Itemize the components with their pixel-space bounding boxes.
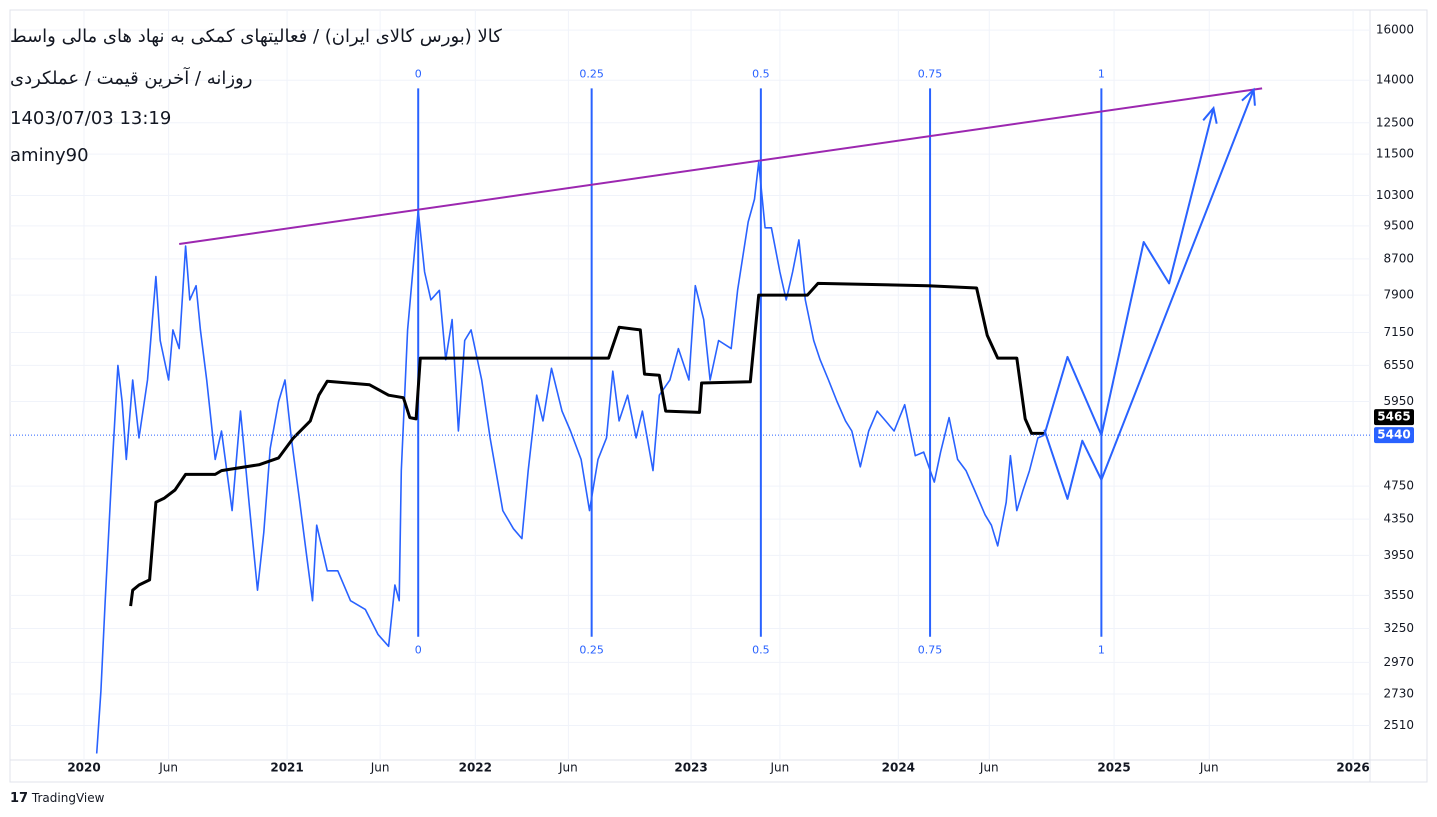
y-tick-label: 11500 bbox=[1376, 147, 1414, 161]
y-tick-label: 4350 bbox=[1383, 512, 1414, 526]
y-tick-label: 12500 bbox=[1376, 115, 1414, 129]
x-tick-label: 2020 bbox=[67, 761, 100, 775]
x-tick-label: Jun bbox=[979, 761, 999, 775]
price-line bbox=[95, 161, 1045, 754]
projection-line bbox=[1043, 107, 1215, 437]
y-tick-label: 3250 bbox=[1383, 621, 1414, 635]
time-zone-label: 1 bbox=[1098, 67, 1105, 80]
x-tick-label: Jun bbox=[770, 761, 790, 775]
y-tick-label: 10300 bbox=[1376, 188, 1414, 202]
chart-frame bbox=[9, 9, 1428, 783]
time-zone-label: 0.75 bbox=[918, 644, 943, 657]
brand-name: TradingView bbox=[31, 791, 105, 805]
chart-title: کالا (بورس کالای ایران) / فعالیتهای کمکی… bbox=[10, 26, 502, 47]
price-label-bg bbox=[1374, 427, 1414, 444]
time-zone-label: 0 bbox=[415, 644, 422, 657]
y-tick-label: 2730 bbox=[1383, 687, 1414, 701]
chart-date: 1403/07/03 13:19 bbox=[10, 108, 172, 129]
x-tick-label: 2026 bbox=[1336, 761, 1369, 775]
chart-author: aminy90 bbox=[10, 145, 89, 166]
x-tick-label: Jun bbox=[370, 761, 390, 775]
chart-subtitle: روزانه / آخرین قیمت / عملکردی bbox=[10, 68, 253, 89]
x-tick-label: Jun bbox=[1199, 761, 1219, 775]
y-tick-label: 8700 bbox=[1383, 251, 1414, 265]
y-tick-label: 5950 bbox=[1383, 394, 1414, 408]
y-tick-label: 4750 bbox=[1383, 479, 1414, 493]
price-label-bg bbox=[1374, 409, 1414, 426]
y-tick-label: 2970 bbox=[1383, 655, 1414, 669]
y-tick-label: 14000 bbox=[1376, 73, 1414, 87]
y-tick-label: 2510 bbox=[1383, 718, 1414, 732]
y-tick-label: 9500 bbox=[1383, 218, 1414, 232]
time-zone-label: 1 bbox=[1098, 644, 1105, 657]
x-tick-label: 2022 bbox=[459, 761, 492, 775]
price-line bbox=[129, 281, 1045, 607]
time-zone-label: 0.25 bbox=[579, 644, 604, 657]
y-tick-label: 3950 bbox=[1383, 548, 1414, 562]
price-label: 5465 bbox=[1377, 410, 1410, 424]
x-tick-label: Jun bbox=[558, 761, 578, 775]
y-tick-label: 7900 bbox=[1383, 288, 1414, 302]
arrow-head bbox=[1202, 105, 1218, 124]
y-tick-label: 6550 bbox=[1383, 358, 1414, 372]
x-tick-label: Jun bbox=[158, 761, 178, 775]
x-tick-label: 2024 bbox=[882, 761, 915, 775]
time-zone-label: 0.75 bbox=[918, 67, 943, 80]
time-zone-label: 0.25 bbox=[579, 67, 604, 80]
trend-line bbox=[179, 87, 1263, 245]
time-zone-label: 0.5 bbox=[752, 67, 770, 80]
time-zone-label: 0 bbox=[415, 67, 422, 80]
y-tick-label: 3550 bbox=[1383, 588, 1414, 602]
time-zone-label: 0.5 bbox=[752, 644, 770, 657]
y-tick-label: 7150 bbox=[1383, 325, 1414, 339]
x-tick-label: 2021 bbox=[270, 761, 303, 775]
x-tick-label: 2025 bbox=[1097, 761, 1130, 775]
x-tick-label: 2023 bbox=[674, 761, 707, 775]
brand: 17 TradingView bbox=[10, 791, 105, 806]
arrow-head bbox=[1241, 87, 1256, 106]
projection-line bbox=[1043, 89, 1255, 500]
price-label: 5440 bbox=[1377, 428, 1410, 442]
y-tick-label: 16000 bbox=[1376, 23, 1414, 37]
